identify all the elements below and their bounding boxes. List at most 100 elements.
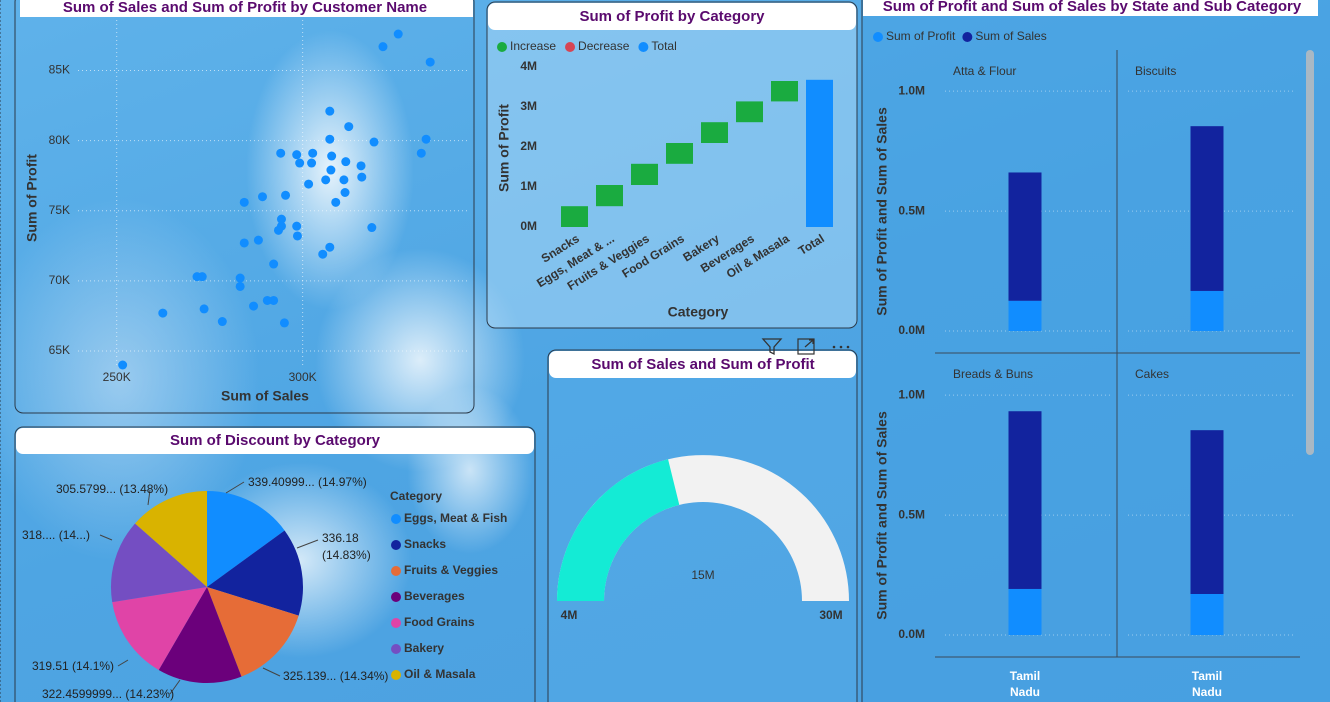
scatter-point	[425, 57, 435, 67]
chart-title: Sum of Discount by Category	[170, 432, 381, 449]
scatter-point	[269, 295, 279, 305]
x-axis-title: Category	[668, 304, 729, 320]
panel-title: Breads & Buns	[953, 367, 1033, 381]
waterfall-panel	[486, 1, 858, 329]
pie-slice	[207, 491, 285, 587]
scatter-point	[239, 197, 249, 207]
legend-label: Snacks	[404, 537, 446, 551]
legend-marker	[873, 32, 883, 42]
legend-marker	[638, 42, 649, 52]
scatter-point	[344, 122, 354, 132]
data-label: 319.51 (14.1%)	[32, 659, 115, 673]
chart-title: Sum of Sales and Sum of Profit by Custom…	[63, 0, 427, 16]
scatter-point	[239, 238, 249, 248]
more-options-icon[interactable]	[832, 345, 850, 349]
y-tick-label: 80K	[49, 133, 70, 147]
scatter-point	[249, 301, 259, 311]
data-label: 305.5799... (13.48%)	[56, 482, 169, 496]
data-label: 322.4599999... (14.23%)	[42, 687, 175, 701]
y-tick-label: 0.0M	[898, 323, 925, 337]
pie-slice	[207, 587, 299, 677]
small-multiples-panel	[861, 0, 1330, 702]
legend-label: Increase	[510, 39, 556, 53]
scatter-point	[197, 272, 207, 282]
legend-label: Food Grains	[404, 615, 475, 629]
pie-slice	[112, 587, 207, 670]
scatter-point	[279, 318, 289, 328]
y-tick-label: 3M	[520, 99, 537, 113]
legend-marker	[391, 514, 401, 524]
y-tick-label: 65K	[49, 343, 70, 357]
scatter-point	[356, 161, 366, 171]
y-tick-label: 0.0M	[898, 627, 925, 641]
y-tick-label: 2M	[520, 139, 537, 153]
scatter-point	[273, 225, 283, 235]
legend-marker	[391, 566, 401, 576]
pie-title-bar	[16, 428, 534, 454]
pie-slice	[110, 523, 207, 603]
legend-marker	[565, 42, 576, 52]
scatter-point	[321, 175, 331, 185]
stacked-bar	[1190, 430, 1224, 594]
scatter-point	[292, 150, 302, 160]
legend-label: Fruits & Veggies	[404, 563, 498, 577]
y-axis-title: Sum of Profit	[496, 104, 512, 192]
y-tick-label: 85K	[49, 63, 70, 77]
gauge-min: 4M	[561, 608, 578, 622]
x-axis-title: Sum of Sales	[221, 388, 309, 404]
scatter-point	[262, 295, 272, 305]
filter-icon[interactable]	[761, 338, 783, 356]
pie-slice	[135, 491, 207, 587]
scatter-point	[292, 231, 302, 241]
legend-marker	[391, 540, 401, 550]
x-tick-label: 250K	[103, 370, 131, 384]
scatter-point	[253, 235, 263, 245]
scatter-point	[393, 29, 403, 39]
y-tick-label: 0.5M	[898, 507, 925, 521]
focus-arrow	[804, 339, 814, 348]
y-tick-label: 0M	[520, 219, 537, 233]
dot	[832, 345, 836, 349]
dot	[846, 345, 850, 349]
legend-label: Beverages	[404, 589, 465, 603]
scrollbar[interactable]	[1306, 50, 1314, 455]
stacked-bar	[1008, 588, 1042, 635]
y-tick-label: 4M	[520, 59, 537, 73]
chart-title: Sum of Profit by Category	[579, 8, 765, 25]
legend-label: Sum of Sales	[975, 29, 1046, 43]
data-label: 339.40999... (14.97%)	[248, 475, 367, 489]
scatter-point	[421, 134, 431, 144]
scatter-point	[416, 148, 426, 158]
scatter-point	[378, 42, 388, 52]
scatter-point	[325, 242, 335, 252]
legend-marker	[391, 644, 401, 654]
pie-slice	[158, 587, 242, 683]
scatter-point	[295, 158, 305, 168]
scatter-point	[217, 317, 227, 327]
data-label: 336.18 (14.83%)	[322, 531, 371, 562]
leader-line	[296, 539, 319, 549]
legend-label: Bakery	[404, 641, 444, 655]
scatter-point	[308, 148, 318, 158]
y-tick-label: 70K	[49, 273, 70, 287]
scatter-point	[307, 158, 317, 168]
waterfall-bar	[666, 143, 693, 164]
chart-title: Sum of Sales and Sum of Profit	[591, 356, 814, 373]
scatter-point	[276, 148, 286, 158]
scatter-point	[292, 221, 302, 231]
scatter-point	[269, 259, 279, 269]
legend-label: Total	[651, 39, 676, 53]
legend-label: Eggs, Meat & Fish	[404, 511, 507, 525]
leader-line	[225, 481, 245, 494]
scatter-point	[339, 175, 349, 185]
legend-marker	[497, 42, 507, 52]
x-tick-label: Tamil Nadu	[1191, 669, 1223, 699]
focus-mode-icon[interactable]	[797, 338, 815, 355]
stacked-bar	[1190, 593, 1224, 635]
stacked-bar	[1008, 411, 1042, 589]
leader-line	[99, 534, 113, 541]
panel-title: Biscuits	[1135, 64, 1176, 78]
scatter-point	[276, 214, 286, 224]
